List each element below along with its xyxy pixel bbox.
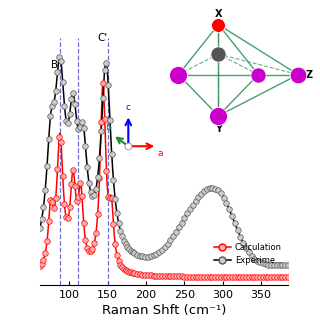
Text: X: X: [215, 9, 222, 19]
Text: Z: Z: [305, 70, 313, 80]
Text: B': B': [51, 60, 61, 70]
Text: b: b: [105, 123, 111, 132]
X-axis label: Raman Shft (cm⁻¹): Raman Shft (cm⁻¹): [102, 304, 226, 317]
Text: a: a: [157, 149, 163, 158]
Text: c: c: [126, 103, 131, 112]
Text: Y: Y: [215, 124, 222, 134]
Text: C': C': [98, 33, 108, 43]
Legend: Calculation, Experime...: Calculation, Experime...: [211, 239, 286, 268]
